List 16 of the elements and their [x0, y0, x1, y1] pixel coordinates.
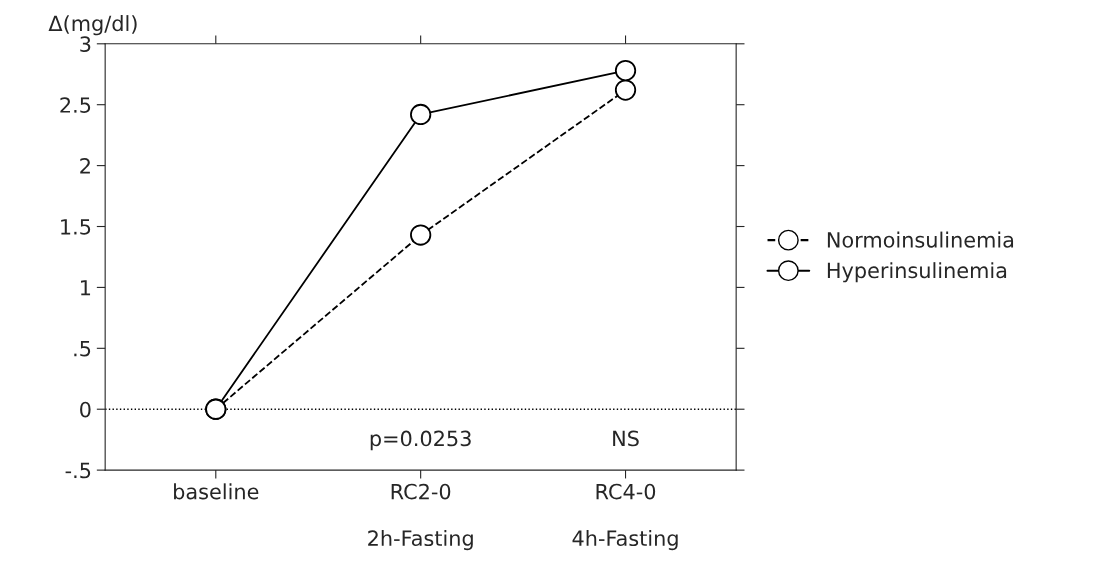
annotation: NS	[613, 430, 639, 447]
legend-label: Normoinsulinemia	[827, 231, 1014, 248]
y-tick-label: .5	[74, 341, 91, 357]
y-tick-label: -.5	[65, 462, 91, 479]
y-tick-label: 2	[80, 158, 90, 174]
y-tick-label: 1.5	[61, 219, 91, 235]
legend-label: Hyperinsulinemia	[827, 262, 1007, 283]
category-label: RC4-0 4h-Fasting	[572, 483, 678, 551]
annotation: p=0.0253	[370, 430, 471, 451]
y-tick-label: 0	[80, 401, 91, 418]
y-tick-label: 1	[81, 280, 91, 296]
y-tick-label: 2.5	[60, 97, 91, 113]
category-label: RC2-0 2h-Fasting	[368, 483, 473, 551]
x-tick-label: baseline	[174, 483, 259, 500]
y-axis-title: Δ(mg/dl)	[48, 15, 137, 36]
y-tick-label: 3	[80, 36, 91, 53]
